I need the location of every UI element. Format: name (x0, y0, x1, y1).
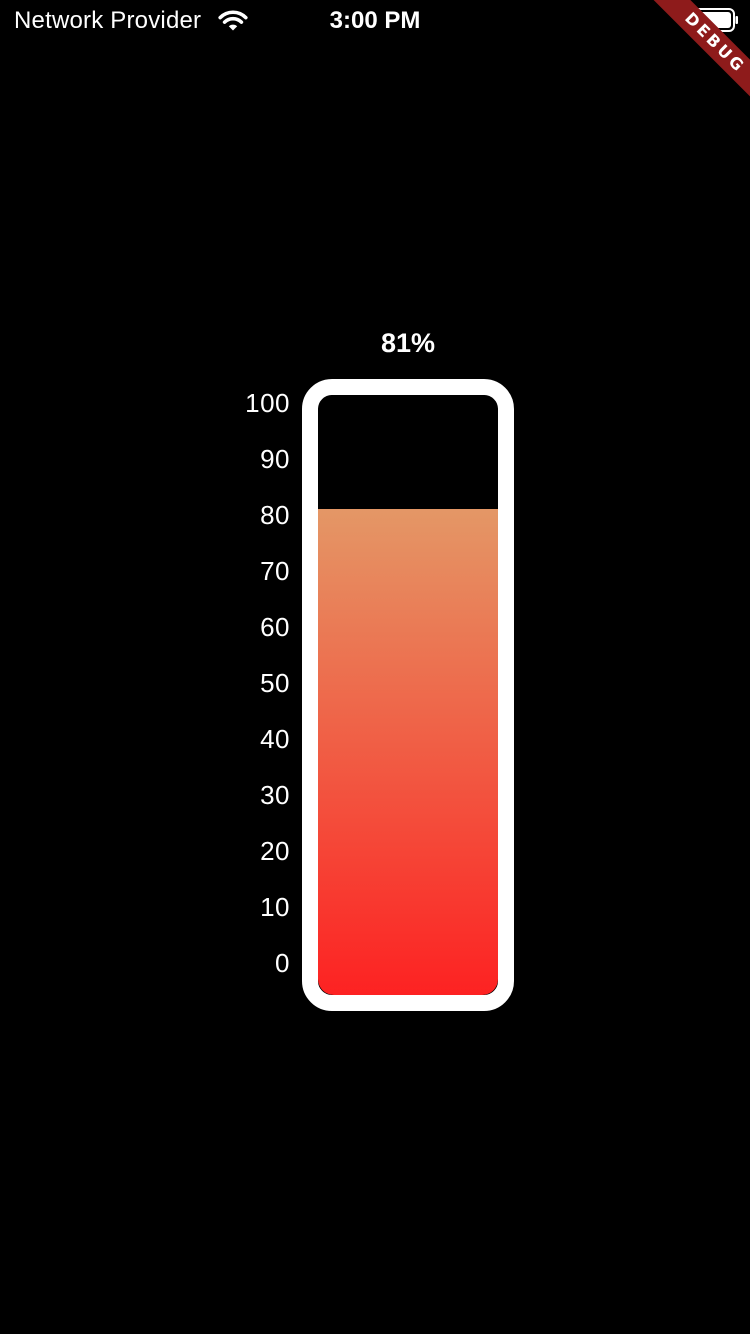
scale-tick-label: 50 (260, 668, 290, 698)
scale-tick-label: 0 (275, 948, 290, 978)
gauge-track (318, 395, 498, 995)
scale-tick-label: 40 (260, 724, 290, 754)
scale-tick-label: 70 (260, 556, 290, 586)
level-percent-label: 81% (380, 328, 436, 358)
status-bar: Network Provider 3:00 PM (0, 0, 750, 40)
scale-tick-label: 30 (260, 780, 290, 810)
scale-tick-label: 90 (260, 444, 290, 474)
scale-tick-label: 100 (245, 388, 290, 418)
scale-tick-label: 20 (260, 836, 290, 866)
level-gauge (302, 379, 514, 1011)
gauge-fill (318, 509, 498, 995)
scale-tick-label: 60 (260, 612, 290, 642)
carrier-name: Network Provider (14, 7, 202, 34)
scale-tick-label: 80 (260, 500, 290, 530)
gauge-scale: 100 90 80 70 60 50 40 30 20 10 0 (210, 0, 290, 1334)
wifi-icon (218, 10, 248, 31)
status-time: 3:00 PM (329, 7, 421, 34)
scale-tick-label: 10 (260, 892, 290, 922)
